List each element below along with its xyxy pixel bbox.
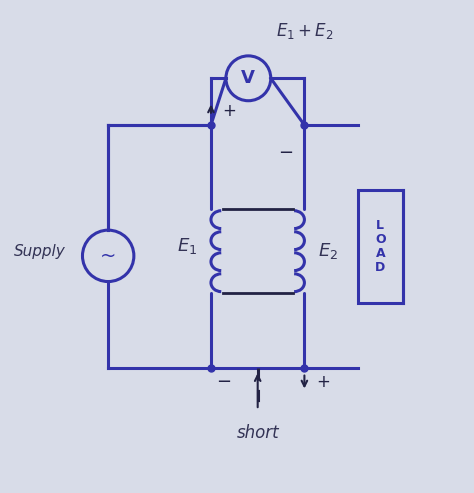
- Text: +: +: [223, 102, 237, 120]
- Text: V: V: [241, 70, 255, 87]
- Text: L
O
A
D: L O A D: [375, 219, 386, 274]
- Text: +: +: [316, 373, 330, 391]
- Text: $E_1$: $E_1$: [177, 237, 198, 256]
- Text: ~: ~: [100, 246, 116, 265]
- Text: short: short: [237, 424, 279, 442]
- Text: $E_1+E_2$: $E_1+E_2$: [275, 21, 333, 41]
- Text: Supply: Supply: [14, 244, 66, 259]
- Text: −: −: [216, 373, 231, 390]
- Text: $E_2$: $E_2$: [318, 241, 338, 261]
- Text: −: −: [278, 144, 293, 162]
